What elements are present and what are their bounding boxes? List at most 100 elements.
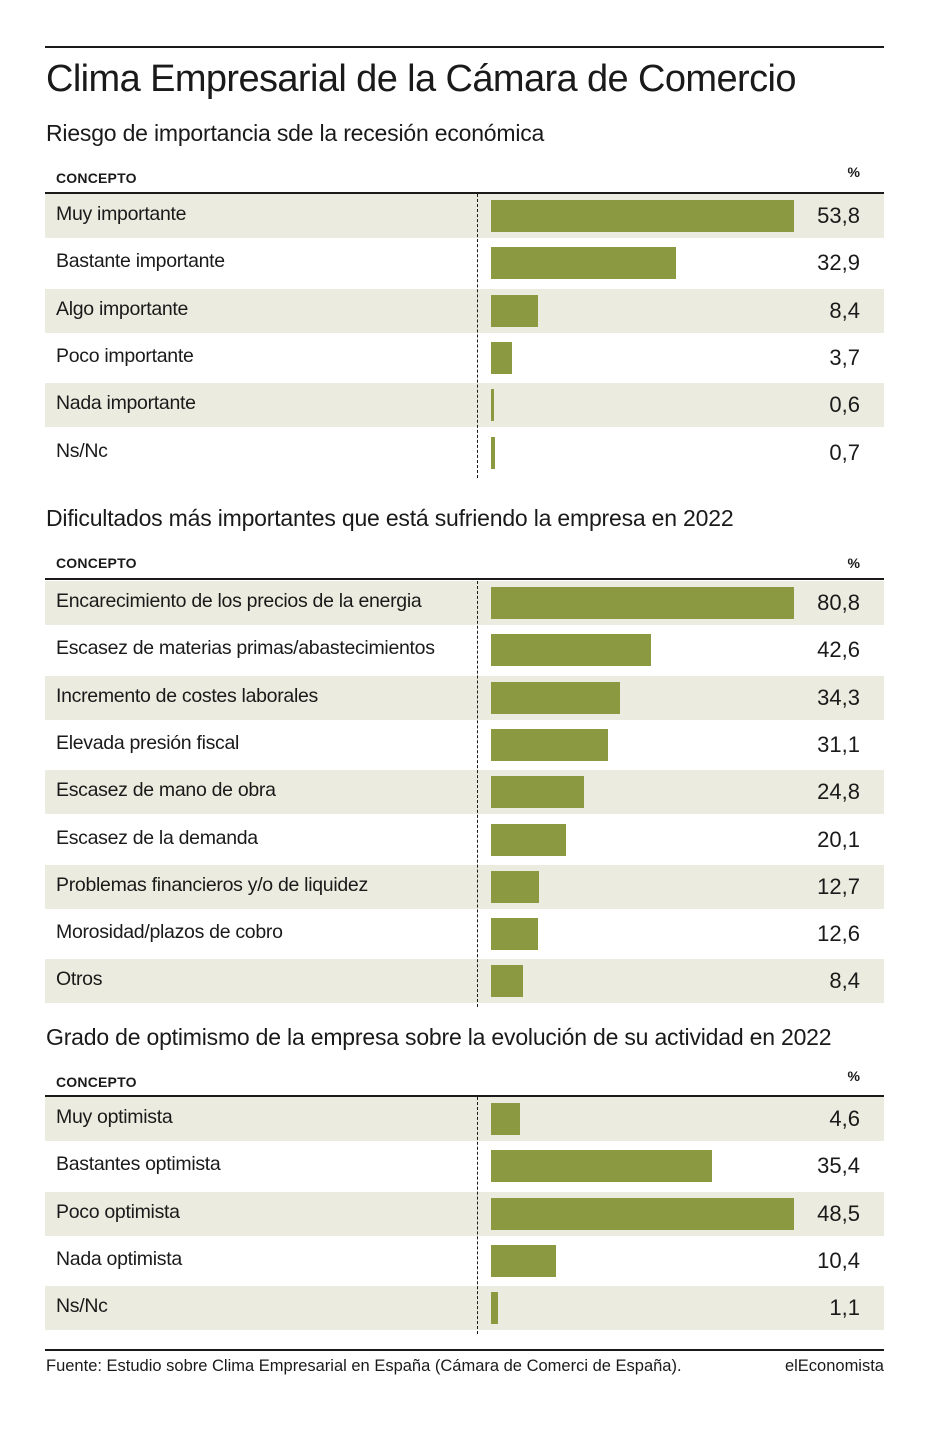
bar — [491, 1292, 498, 1325]
category-label: Nada importante — [56, 392, 196, 415]
bar-row: Problemas financieros y/o de liquidez 12,… — [45, 864, 884, 909]
value-label: 12,6 — [817, 921, 860, 947]
dashed-divider — [477, 1097, 478, 1334]
bar — [491, 587, 794, 619]
category-label: Bastantes optimista — [56, 1153, 221, 1176]
category-label: Escasez de la demanda — [56, 826, 258, 849]
bar — [491, 776, 584, 809]
bar — [491, 1150, 713, 1183]
value-label: 1,1 — [829, 1295, 860, 1321]
column-header-percent: % — [847, 1068, 860, 1084]
column-header-percent: % — [847, 164, 860, 180]
bar-row: Escasez de mano de obra 24,8 — [45, 770, 884, 815]
top-rule — [45, 46, 884, 48]
bar-row: Muy importante 53,8 — [45, 194, 884, 238]
bar-row: Bastante importante 32,9 — [45, 241, 884, 285]
column-header-percent: % — [847, 555, 860, 571]
page-title: Clima Empresarial de la Cámara de Comerc… — [46, 58, 796, 100]
value-label: 80,8 — [817, 590, 860, 615]
bar — [491, 870, 539, 903]
category-label: Ns/Nc — [56, 1295, 108, 1318]
value-label: 42,6 — [817, 637, 860, 663]
chart-title: Dificultados más importantes que está su… — [46, 505, 734, 531]
bar — [491, 918, 539, 951]
value-label: 0,7 — [829, 439, 860, 465]
bar-row: Escasez de materias primas/abastecimient… — [45, 628, 884, 672]
bar — [491, 436, 495, 469]
bar — [491, 341, 512, 374]
bar-row: Incremento de costes laborales 34,3 — [45, 675, 884, 720]
source-note: Fuente: Estudio sobre Clima Empresarial … — [46, 1357, 682, 1375]
category-label: Escasez de mano de obra — [56, 779, 276, 802]
header-rule — [45, 1095, 884, 1097]
column-header-concept: CONCEPTO — [56, 555, 137, 571]
dashed-divider — [477, 194, 478, 478]
category-label: Morosidad/plazos de cobro — [56, 921, 283, 944]
bar-row: Ns/Nc 1,1 — [45, 1286, 884, 1331]
category-label: Elevada presión fiscal — [56, 731, 240, 754]
category-label: Poco optimista — [56, 1200, 180, 1223]
bar-row: Encarecimiento de los precios de la ener… — [45, 581, 884, 625]
bar-row: Bastantes optimista 35,4 — [45, 1144, 884, 1188]
bar-row: Elevada presión fiscal 31,1 — [45, 723, 884, 767]
value-label: 34,3 — [817, 684, 860, 710]
chart-section-1: Riesgo de importancia sde la recesión ec… — [45, 120, 884, 480]
category-label: Algo importante — [56, 297, 189, 320]
bottom-rule — [45, 1349, 884, 1351]
dashed-divider — [477, 581, 478, 1007]
category-label: Nada optimista — [56, 1247, 182, 1270]
bar — [491, 247, 677, 280]
brand-logo-text: elEconomista — [784, 1357, 884, 1375]
value-label: 35,4 — [817, 1153, 860, 1179]
value-label: 3,7 — [829, 344, 860, 370]
bar — [491, 294, 539, 327]
value-label: 48,5 — [817, 1200, 860, 1226]
bar-row: Algo importante 8,4 — [45, 288, 884, 333]
header-rule — [45, 192, 884, 194]
chart-section-3: Grado de optimismo de la empresa sobre l… — [45, 1024, 884, 1334]
header-rule — [45, 578, 884, 580]
chart-section-2: Dificultados más importantes que está su… — [45, 505, 884, 1007]
bar-row: Escasez de la demanda 20,1 — [45, 818, 884, 862]
category-label: Problemas financieros y/o de liquidez — [56, 873, 368, 896]
bar — [491, 1103, 520, 1135]
value-label: 0,6 — [829, 392, 860, 418]
category-label: Bastante importante — [56, 250, 225, 273]
value-label: 8,4 — [829, 968, 860, 994]
category-label: Muy optimista — [56, 1106, 173, 1128]
value-label: 31,1 — [817, 731, 860, 757]
bar — [491, 1197, 794, 1230]
column-header-concept: CONCEPTO — [56, 170, 137, 186]
value-label: 4,6 — [829, 1106, 860, 1131]
bar-row: Otros 8,4 — [45, 959, 884, 1004]
bar — [491, 200, 794, 232]
category-label: Poco importante — [56, 344, 194, 367]
bar-row: Nada optimista 10,4 — [45, 1239, 884, 1283]
value-label: 10,4 — [817, 1247, 860, 1273]
bar — [491, 823, 567, 856]
value-label: 8,4 — [829, 297, 860, 323]
category-label: Ns/Nc — [56, 439, 108, 462]
bar — [491, 681, 620, 714]
category-label: Incremento de costes laborales — [56, 684, 318, 707]
bar-row: Nada importante 0,6 — [45, 383, 884, 428]
value-label: 12,7 — [817, 873, 860, 899]
bar-row: Ns/Nc 0,7 — [45, 431, 884, 475]
bar — [491, 965, 523, 998]
bar — [491, 1244, 556, 1277]
category-label: Encarecimiento de los precios de la ener… — [56, 590, 422, 612]
chart-title: Grado de optimismo de la empresa sobre l… — [46, 1024, 832, 1050]
category-label: Muy importante — [56, 203, 187, 225]
category-label: Otros — [56, 968, 103, 991]
value-label: 24,8 — [817, 779, 860, 805]
bar-row: Poco optimista 48,5 — [45, 1191, 884, 1236]
bar-row: Morosidad/plazos de cobro 12,6 — [45, 912, 884, 956]
bar — [491, 634, 651, 667]
bar — [491, 389, 495, 422]
bar-row: Poco importante 3,7 — [45, 336, 884, 380]
value-label: 20,1 — [817, 826, 860, 852]
column-header-concept: CONCEPTO — [56, 1074, 137, 1090]
category-label: Escasez de materias primas/abastecimient… — [56, 637, 435, 660]
value-label: 53,8 — [817, 203, 860, 228]
chart-title: Riesgo de importancia sde la recesión ec… — [46, 120, 545, 146]
